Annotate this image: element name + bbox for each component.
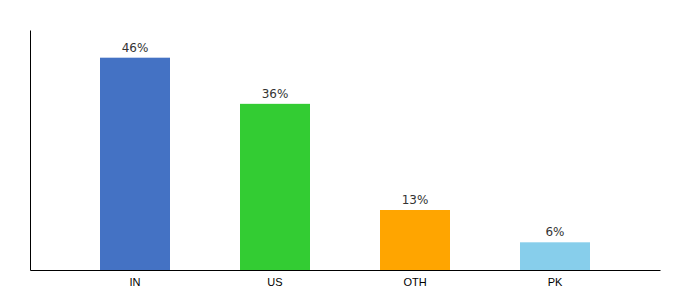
- bar: [520, 242, 590, 270]
- data-label: 13%: [402, 193, 429, 207]
- plot-area: 46% 36% 13% 6% IN US OTH PK: [31, 31, 661, 288]
- chart-svg: 46% 36% 13% 6% IN US OTH PK: [0, 0, 680, 300]
- x-axis: IN US OTH PK: [31, 271, 661, 288]
- x-tick: OTH: [403, 276, 426, 288]
- data-label: 36%: [262, 87, 289, 101]
- x-tick-label: OTH: [403, 276, 426, 288]
- x-tick: PK: [548, 276, 563, 288]
- x-axis-line: [31, 270, 661, 271]
- y-axis: [30, 31, 31, 271]
- x-tick-label: PK: [548, 276, 563, 288]
- data-labels: 46% 36% 13% 6%: [122, 41, 565, 240]
- x-tick: US: [267, 276, 282, 288]
- bars: [100, 58, 590, 270]
- bar: [380, 210, 450, 270]
- bar: [100, 58, 170, 270]
- data-label: 46%: [122, 41, 149, 55]
- bar: [240, 104, 310, 270]
- data-label: 6%: [545, 225, 564, 239]
- y-axis-line: [30, 31, 31, 271]
- x-tick: IN: [130, 276, 141, 288]
- chart-container: 46% 36% 13% 6% IN US OTH PK: [0, 0, 680, 300]
- x-tick-label: US: [267, 276, 282, 288]
- x-tick-label: IN: [130, 276, 141, 288]
